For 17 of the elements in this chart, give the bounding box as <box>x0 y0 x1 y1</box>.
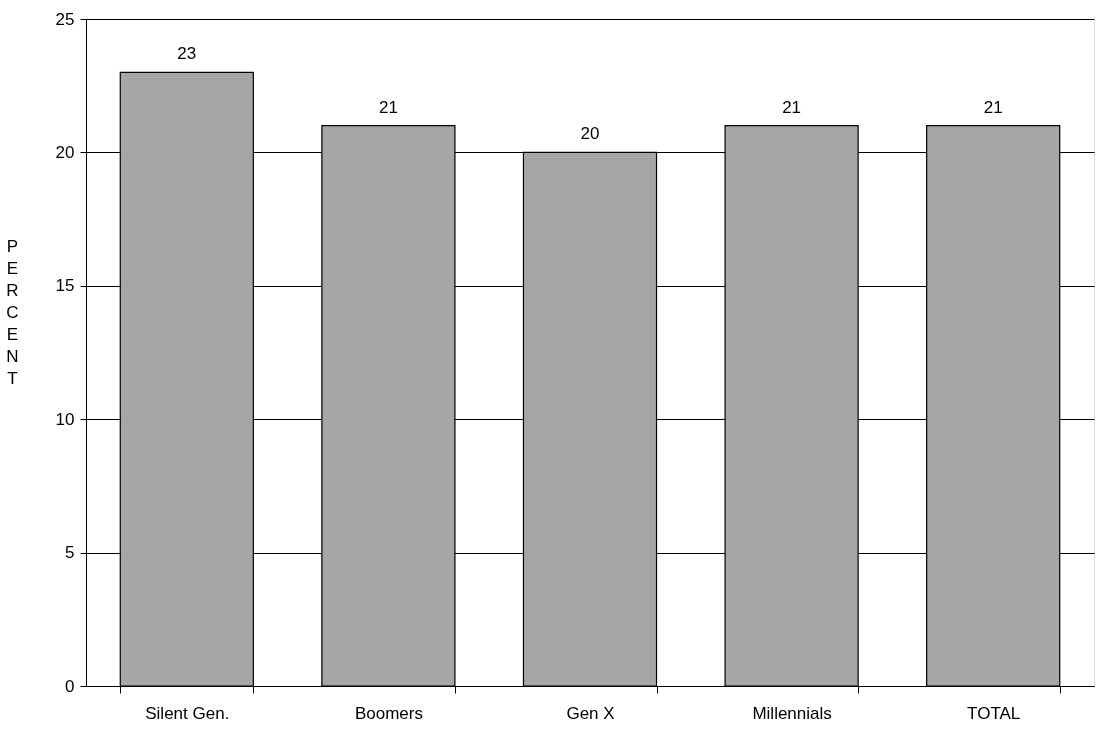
x-tick-label: Gen X <box>566 703 615 723</box>
data-label: 23 <box>177 44 197 64</box>
data-label: 21 <box>983 97 1003 117</box>
y-tick-label: 10 <box>55 409 75 429</box>
data-label: 21 <box>782 97 802 117</box>
x-tick-label: Millennials <box>752 703 832 723</box>
x-tick-label: TOTAL <box>967 703 1021 723</box>
x-tick-label: Silent Gen. <box>145 703 230 723</box>
y-tick-label: 0 <box>65 676 75 696</box>
x-tick-label: Boomers <box>354 703 423 723</box>
y-tick-label: 15 <box>55 276 75 296</box>
y-tick-label: 5 <box>65 543 75 563</box>
y-tick-label: 20 <box>55 142 75 162</box>
y-axis-title: PERCENT <box>6 236 19 388</box>
y-tick-label: 25 <box>55 9 75 29</box>
data-label: 20 <box>580 124 600 144</box>
data-label: 21 <box>378 97 398 117</box>
